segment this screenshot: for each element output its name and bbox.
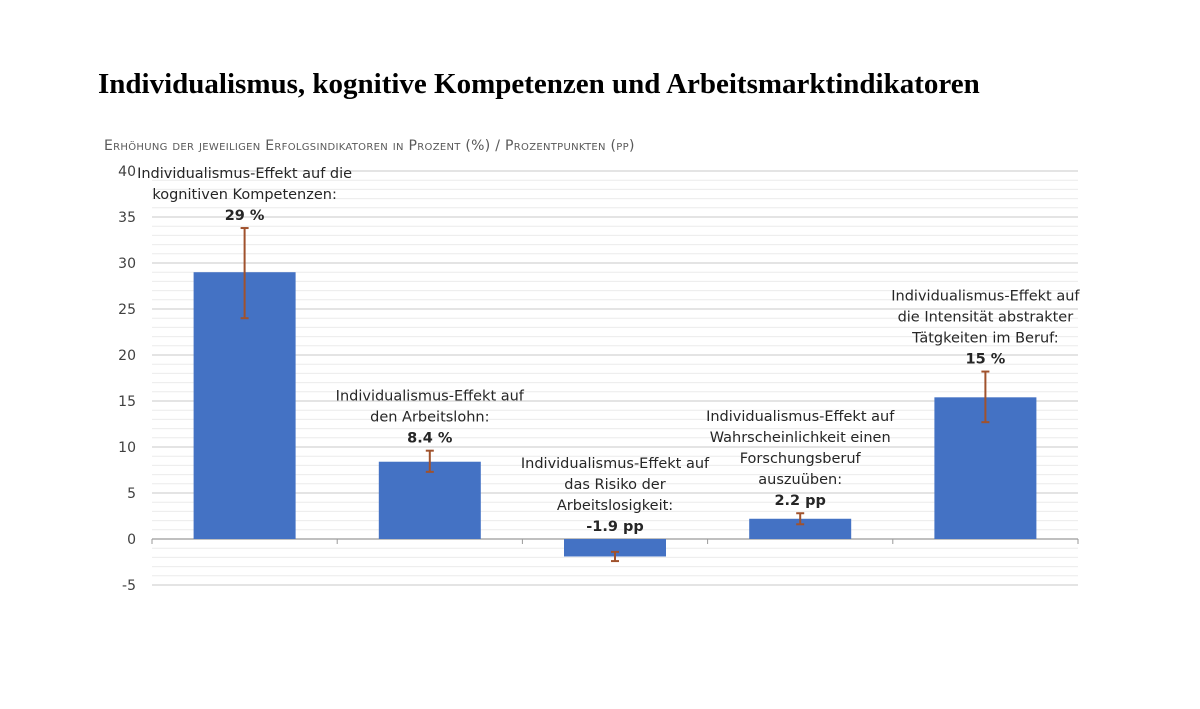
bar-value-label: 29 % (225, 208, 265, 224)
chart-title: Individualismus, kognitive Kompetenzen u… (98, 68, 980, 100)
bar-annotation-line: Forschungsberuf (740, 451, 862, 467)
bars (193, 272, 1037, 557)
bar-value-label: 15 % (966, 352, 1006, 368)
bar-annotation-line: Tätgkeiten im Beruf: (911, 331, 1058, 347)
gridlines (152, 170, 1078, 586)
y-tick-label: 20 (118, 348, 136, 364)
bar-annotations: Individualismus-Effekt auf die kognitiven… (137, 166, 1080, 535)
bar-annotation-line: Wahrscheinlichkeit einen (710, 430, 891, 446)
bar-annotation-line: Individualismus-Effekt auf (891, 289, 1080, 305)
bar-annotation-line: das Risiko der (564, 477, 665, 493)
y-tick-label: 25 (118, 302, 136, 318)
y-axis-ticks: 40 35 30 25 20 15 10 5 0 -5 (118, 164, 136, 594)
error-bars (240, 227, 990, 563)
bar-value-label: 2.2 pp (774, 493, 826, 509)
y-tick-label: -5 (122, 578, 136, 594)
y-tick-label: 10 (118, 440, 136, 456)
y-tick-label: 5 (127, 486, 136, 502)
y-tick-label: 0 (127, 532, 136, 548)
y-tick-label: 30 (118, 256, 136, 272)
bar (378, 461, 481, 539)
bar-annotation-line: Individualismus-Effekt auf die (137, 166, 352, 182)
y-tick-label: 35 (118, 210, 136, 226)
bar (749, 518, 852, 539)
bar-annotation-line: auszuüben: (758, 472, 842, 488)
bar-value-label: -1.9 pp (586, 519, 644, 535)
bar-annotation-line: Individualismus-Effekt auf (521, 456, 710, 472)
y-tick-label: 40 (118, 164, 136, 180)
bar (564, 539, 666, 557)
bar-annotation-line: Arbeitslosigkeit: (557, 498, 673, 514)
bar-annotation-line: die Intensität abstrakter (898, 310, 1074, 326)
y-axis-label: Erhöhung der jeweiligen Erfolgsindikator… (104, 138, 635, 154)
bar-annotation-line: Individualismus-Effekt auf (706, 409, 895, 425)
bar-value-label: 8.4 % (407, 431, 453, 447)
bar-annotation-line: Individualismus-Effekt auf (336, 389, 525, 405)
bar-annotation-line: kognitiven Kompetenzen: (152, 187, 337, 203)
bar-annotation-line: den Arbeitslohn: (370, 410, 489, 426)
y-tick-label: 15 (118, 394, 136, 410)
